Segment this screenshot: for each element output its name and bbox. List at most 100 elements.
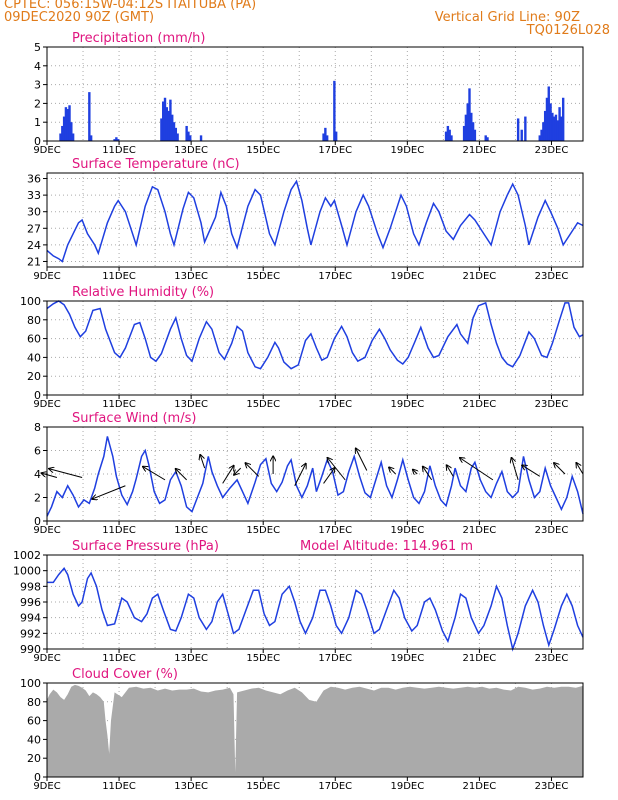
rh-series-line	[46, 300, 584, 370]
temp-xtick-label: 21DEC	[463, 271, 497, 282]
precip-bar	[174, 127, 178, 141]
pressure-ytick-label: 994	[20, 612, 41, 625]
wind-wind-arrow	[460, 458, 494, 481]
wind-xtick-label: 17DEC	[318, 525, 352, 536]
temp-title: Surface Temperature (nC)	[72, 157, 240, 172]
wind-wind-arrow	[522, 465, 541, 477]
cloud-xtick-label: 15DEC	[246, 781, 280, 792]
precip-bar	[165, 107, 169, 141]
cloud-title: Cloud Cover (%)	[72, 667, 178, 682]
pressure-series-line	[47, 567, 584, 652]
precip-bar	[64, 107, 68, 141]
pressure-xtick-label: 11DEC	[102, 653, 136, 664]
temp-xtick-label: 17DEC	[318, 271, 352, 282]
pressure-xtick-label: 13DEC	[174, 653, 208, 664]
wind-ytick-label: 4	[34, 468, 41, 481]
wind-xtick-label: 15DEC	[246, 525, 280, 536]
precip-bar	[162, 101, 165, 141]
wind-wind-arrow	[356, 448, 368, 471]
precip-bar	[322, 133, 325, 141]
precip-bar	[89, 135, 93, 141]
precip-bar	[552, 116, 556, 141]
wind-wind-arrow	[49, 469, 83, 479]
precip-bar	[163, 97, 167, 141]
wind-wind-arrow	[389, 467, 396, 475]
cloud-ytick-label: 80	[27, 696, 41, 709]
rh-ytick-label: 80	[27, 314, 41, 327]
precip-bar	[542, 122, 545, 141]
rh-xtick-label: 19DEC	[390, 399, 424, 410]
precip-bar	[516, 118, 520, 141]
precip-bar	[468, 88, 471, 141]
temp-xtick-label: 13DEC	[174, 271, 208, 282]
cloud-xtick-label: 19DEC	[390, 781, 424, 792]
rh-xtick-label: 9DEC	[33, 399, 60, 410]
pressure-ytick-label: 1002	[13, 549, 41, 562]
cloud-xtick-label: 9DEC	[33, 781, 60, 792]
header-run-time: 09DEC2020 90Z (GMT)	[4, 10, 155, 25]
pressure-ytick-label: 992	[20, 627, 41, 640]
precip-bar	[540, 129, 543, 141]
rh-ytick-label: 60	[27, 333, 41, 346]
precip-bar	[486, 137, 489, 141]
cloud-ytick-label: 100	[20, 677, 41, 690]
precip-bar	[524, 116, 527, 141]
rh-ytick-label: 0	[34, 389, 41, 402]
precip-bar	[324, 127, 327, 141]
wind-frame	[46, 426, 584, 522]
pressure-title: Surface Pressure (hPa)	[72, 539, 219, 554]
cloud-xtick-label: 11DEC	[102, 781, 136, 792]
precip-bar	[549, 103, 552, 141]
precip-bar	[176, 133, 179, 141]
wind-xtick-label: 19DEC	[390, 525, 424, 536]
rh-ytick-label: 40	[27, 351, 41, 364]
wind-xtick-label: 21DEC	[463, 525, 497, 536]
precip-xtick-label: 19DEC	[390, 145, 424, 156]
precip-bar	[470, 112, 473, 141]
precip-bar	[473, 129, 477, 141]
wind-ytick-label: 8	[34, 421, 41, 434]
pressure-xtick-label: 9DEC	[33, 653, 60, 664]
temp-ytick-label: 27	[27, 222, 41, 235]
precip-xtick-label: 21DEC	[463, 145, 497, 156]
cloud-ytick-label: 40	[27, 733, 41, 746]
wind-ytick-label: 6	[34, 445, 41, 458]
wind-wind-arrow	[92, 485, 126, 499]
wind-wind-arrow	[200, 455, 206, 469]
precip-bar	[520, 129, 523, 141]
cloud-ytick-label: 0	[34, 771, 41, 784]
precip-ytick-label: 5	[34, 41, 41, 54]
precip-xtick-label: 15DEC	[246, 145, 280, 156]
precip-bar	[484, 135, 487, 141]
pressure-annotation: Model Altitude: 114.961 m	[300, 539, 473, 554]
temp-series-line	[46, 179, 584, 263]
wind-wind-arrow	[328, 458, 346, 481]
precip-ytick-label: 0	[34, 135, 41, 148]
precip-bar	[551, 112, 554, 141]
pressure-frame	[46, 554, 584, 650]
pressure-ytick-label: 996	[20, 596, 41, 609]
cloud-ytick-label: 20	[27, 752, 41, 765]
pressure-xtick-label: 15DEC	[246, 653, 280, 664]
precip-bar	[62, 116, 66, 141]
precip-xtick-label: 11DEC	[102, 145, 136, 156]
precip-bar	[556, 120, 559, 141]
precip-bar	[558, 107, 561, 141]
precip-bar	[561, 97, 565, 141]
wind-wind-arrow	[294, 464, 306, 486]
precip-bar	[560, 116, 563, 141]
header-grid-line: Vertical Grid Line: 90Z	[434, 10, 580, 25]
header-model: TQ0126L028	[526, 23, 610, 38]
cloud-frame	[46, 682, 584, 778]
wind-wind-arrow	[222, 466, 234, 484]
temp-xtick-label: 23DEC	[535, 271, 569, 282]
precip-bar	[325, 135, 329, 141]
wind-title: Surface Wind (m/s)	[72, 411, 196, 426]
temp-xtick-label: 9DEC	[33, 271, 60, 282]
temp-xtick-label: 11DEC	[102, 271, 136, 282]
precip-bar	[547, 86, 550, 141]
cloud-xtick-label: 21DEC	[463, 781, 497, 792]
temp-ytick-label: 30	[27, 206, 41, 219]
wind-wind-arrow	[447, 465, 454, 477]
